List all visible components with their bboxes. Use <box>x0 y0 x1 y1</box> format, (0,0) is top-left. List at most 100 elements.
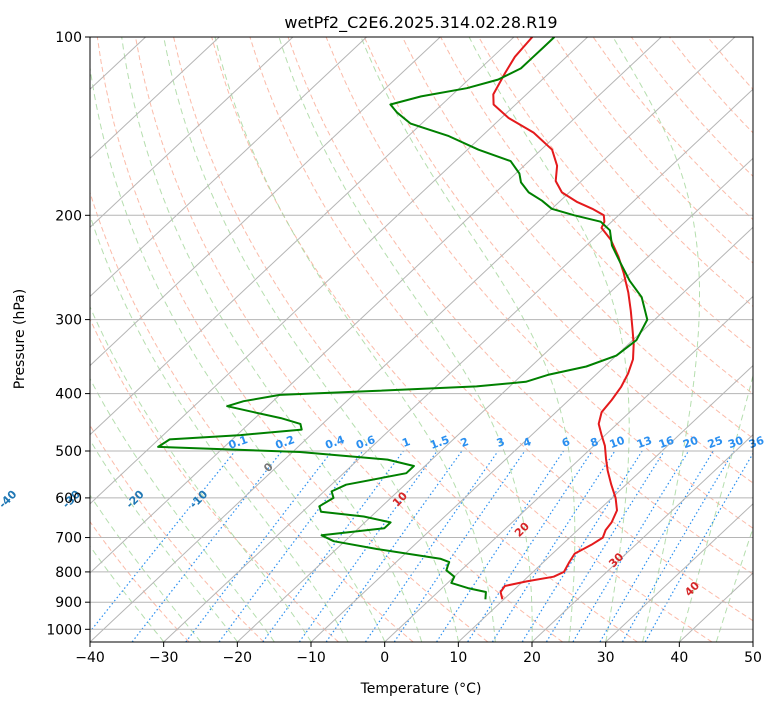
background-lines <box>90 37 753 642</box>
mixing-ratio-line <box>325 450 463 642</box>
isotherm <box>163 88 753 642</box>
plot-background <box>90 37 753 642</box>
mixing-ratio-line <box>467 450 593 642</box>
moist-adiabat <box>163 37 459 642</box>
mixing-ratio-label: 0.1 <box>227 433 250 452</box>
isotherm <box>90 37 294 229</box>
isotherm <box>458 364 753 642</box>
moist-adiabat <box>360 37 576 642</box>
mixing-ratio-label: 36 <box>747 434 766 452</box>
isotherm <box>90 37 515 436</box>
dry-adiabat <box>135 37 563 642</box>
mixing-ratio-label: 4 <box>521 435 533 450</box>
y-tick-label: 600 <box>55 491 82 507</box>
mixing-ratio-line <box>90 450 236 633</box>
y-tick-label: 100 <box>55 30 82 46</box>
mixing-ratio-label: 1.5 <box>428 433 451 452</box>
temperature-line <box>492 37 635 600</box>
mixing-ratio-label: 25 <box>706 434 725 451</box>
x-tick-label: −30 <box>149 650 179 666</box>
mixing-ratio-label: 3 <box>495 435 507 450</box>
mixing-ratio-line <box>185 450 333 642</box>
x-tick-label: 40 <box>670 650 688 666</box>
axes: −40 −30 −20 −10 0 10 20 30 40 5010020030040050060… <box>46 30 762 666</box>
x-tick-label: −10 <box>296 650 326 666</box>
isotherm <box>90 37 367 298</box>
isotherm <box>384 295 753 642</box>
moist-adiabat <box>90 377 275 642</box>
isotherm <box>90 37 662 574</box>
dry-adiabat <box>96 37 489 642</box>
y-tick-label: 800 <box>55 565 82 581</box>
moist-adiabat <box>278 37 533 642</box>
dry-adiabat <box>90 520 190 642</box>
y-tick-label: 400 <box>55 387 82 403</box>
y-tick-label: 1000 <box>46 622 82 638</box>
mixing-ratio-line <box>364 450 499 642</box>
x-tick-label: 0 <box>380 650 389 666</box>
mixing-ratio-label: 2 <box>459 435 471 450</box>
mixing-ratio-label: 6 <box>560 435 572 450</box>
isotherm <box>237 157 753 642</box>
isotherm <box>90 37 736 642</box>
chart-title: wetPf2_C2E6.2025.314.02.28.R19 <box>284 13 557 33</box>
x-tick-label: 50 <box>744 650 762 666</box>
isotherm <box>90 37 441 367</box>
moist-adiabat <box>612 37 700 642</box>
mixing-ratio-label: 10 <box>608 434 627 452</box>
mixing-ratio-line <box>572 450 690 642</box>
x-axis-title: Temperature (°C) <box>360 681 482 697</box>
mixing-ratio-line <box>262 450 404 642</box>
dry-adiabat <box>173 37 638 642</box>
x-tick-label: −40 <box>75 650 105 666</box>
mixing-ratio-line <box>218 450 364 642</box>
moist-adiabat <box>90 439 238 642</box>
x-tick-label: 10 <box>449 650 467 666</box>
sounding-series <box>157 37 649 600</box>
mixing-ratio-label: 13 <box>635 434 654 451</box>
y-tick-label: 300 <box>55 313 82 329</box>
isotherm <box>90 37 588 505</box>
moist-adiabat <box>121 37 423 642</box>
moist-adiabat <box>715 526 753 642</box>
isentrope-label: -40 <box>0 488 20 511</box>
dry-adiabat <box>401 37 753 439</box>
isotherm <box>752 641 753 642</box>
dry-adiabat <box>211 37 713 642</box>
mixing-ratio-label: 0.4 <box>323 433 346 452</box>
isotherm <box>531 433 753 642</box>
dewpoint-line <box>157 37 649 600</box>
dry-adiabat <box>440 37 753 395</box>
moist-adiabat <box>90 545 165 642</box>
mixing-ratio-line <box>545 450 665 642</box>
x-tick-label: 30 <box>597 650 615 666</box>
moist-adiabat <box>90 64 386 642</box>
isotherm <box>605 503 753 642</box>
moist-adiabat <box>679 373 753 642</box>
dry-adiabat <box>516 37 753 308</box>
mixing-ratio-line <box>298 450 438 642</box>
moist-adiabat <box>214 37 496 642</box>
mixing-ratio-line <box>436 450 565 642</box>
moist-adiabat <box>90 494 202 642</box>
moist-adiabat <box>468 37 630 642</box>
moist-adiabat <box>752 640 753 642</box>
mixing-ratio-label: 1 <box>400 435 412 450</box>
isotherm <box>90 37 220 159</box>
x-tick-label: 20 <box>523 650 541 666</box>
y-tick-label: 900 <box>55 595 82 611</box>
mixing-ratio-label: 8 <box>589 435 601 450</box>
y-tick-label: 500 <box>55 444 82 460</box>
y-axis-title: Pressure (hPa) <box>12 289 28 389</box>
dry-adiabat <box>249 37 753 622</box>
y-tick-label: 700 <box>55 531 82 547</box>
mixing-ratio-label: 30 <box>726 434 745 452</box>
mixing-ratio-label: 0.2 <box>274 433 297 452</box>
mixing-ratio-label: 16 <box>657 434 676 452</box>
y-tick-label: 200 <box>55 208 82 224</box>
moist-adiabat <box>90 213 349 642</box>
x-tick-label: −20 <box>223 650 253 666</box>
dry-adiabat <box>287 37 753 575</box>
dry-adiabat <box>363 37 753 484</box>
